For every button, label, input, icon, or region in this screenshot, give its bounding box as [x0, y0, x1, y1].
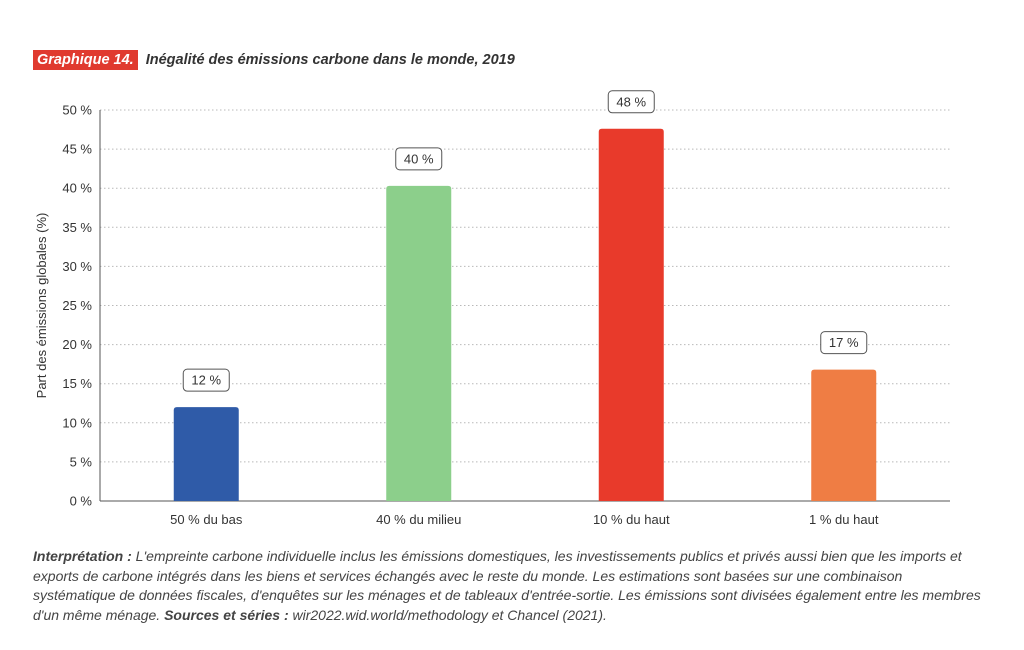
y-tick-label: 50 %	[62, 103, 92, 118]
sources-text: wir2022.wid.world/methodology et Chancel…	[292, 606, 607, 623]
y-tick-label: 40 %	[62, 181, 92, 196]
y-tick-label: 5 %	[70, 454, 93, 469]
x-tick-label: 1 % du haut	[809, 512, 879, 527]
data-label: 12 %	[191, 373, 221, 388]
data-label: 17 %	[829, 335, 859, 350]
data-label-box	[395, 147, 443, 171]
bar	[173, 407, 239, 501]
figure-number-badge: Graphique 14.	[33, 50, 138, 70]
y-tick-label: 0 %	[70, 494, 93, 509]
interpretation-label: Interprétation :	[33, 548, 132, 564]
data-label-box	[820, 331, 868, 355]
data-label-box	[607, 90, 655, 114]
data-label: 40 %	[404, 151, 434, 166]
interpretation-note: Interprétation : L'empreinte carbone ind…	[33, 547, 983, 625]
x-tick-label: 40 % du milieu	[376, 512, 461, 527]
bar	[811, 369, 877, 501]
chart-title-row: Graphique 14. Inégalité des émissions ca…	[33, 50, 515, 70]
chart-title: Inégalité des émissions carbone dans le …	[145, 52, 515, 68]
x-tick-label: 50 % du bas	[170, 512, 243, 527]
interpretation-text: L'empreinte carbone individuelle inclus …	[33, 548, 981, 623]
sources-label: Sources et séries :	[164, 606, 289, 623]
bar	[598, 128, 664, 501]
y-tick-label: 20 %	[62, 337, 92, 352]
y-tick-label: 25 %	[62, 298, 92, 313]
data-label-box	[182, 368, 230, 392]
y-tick-label: 35 %	[62, 220, 92, 235]
y-tick-label: 30 %	[62, 259, 92, 274]
x-tick-label: 10 % du haut	[593, 512, 670, 527]
bar	[386, 185, 452, 501]
data-label: 48 %	[616, 94, 646, 109]
y-axis-title: Part des émissions globales (%)	[34, 213, 49, 399]
y-tick-label: 45 %	[62, 142, 92, 157]
y-tick-label: 10 %	[62, 415, 92, 430]
bar-chart: 0 % 5 % 10 % 15 % 20 % 25 % 30 % 35 % 40 % 45 % 50…	[34, 90, 950, 527]
y-tick-label: 15 %	[62, 376, 92, 391]
